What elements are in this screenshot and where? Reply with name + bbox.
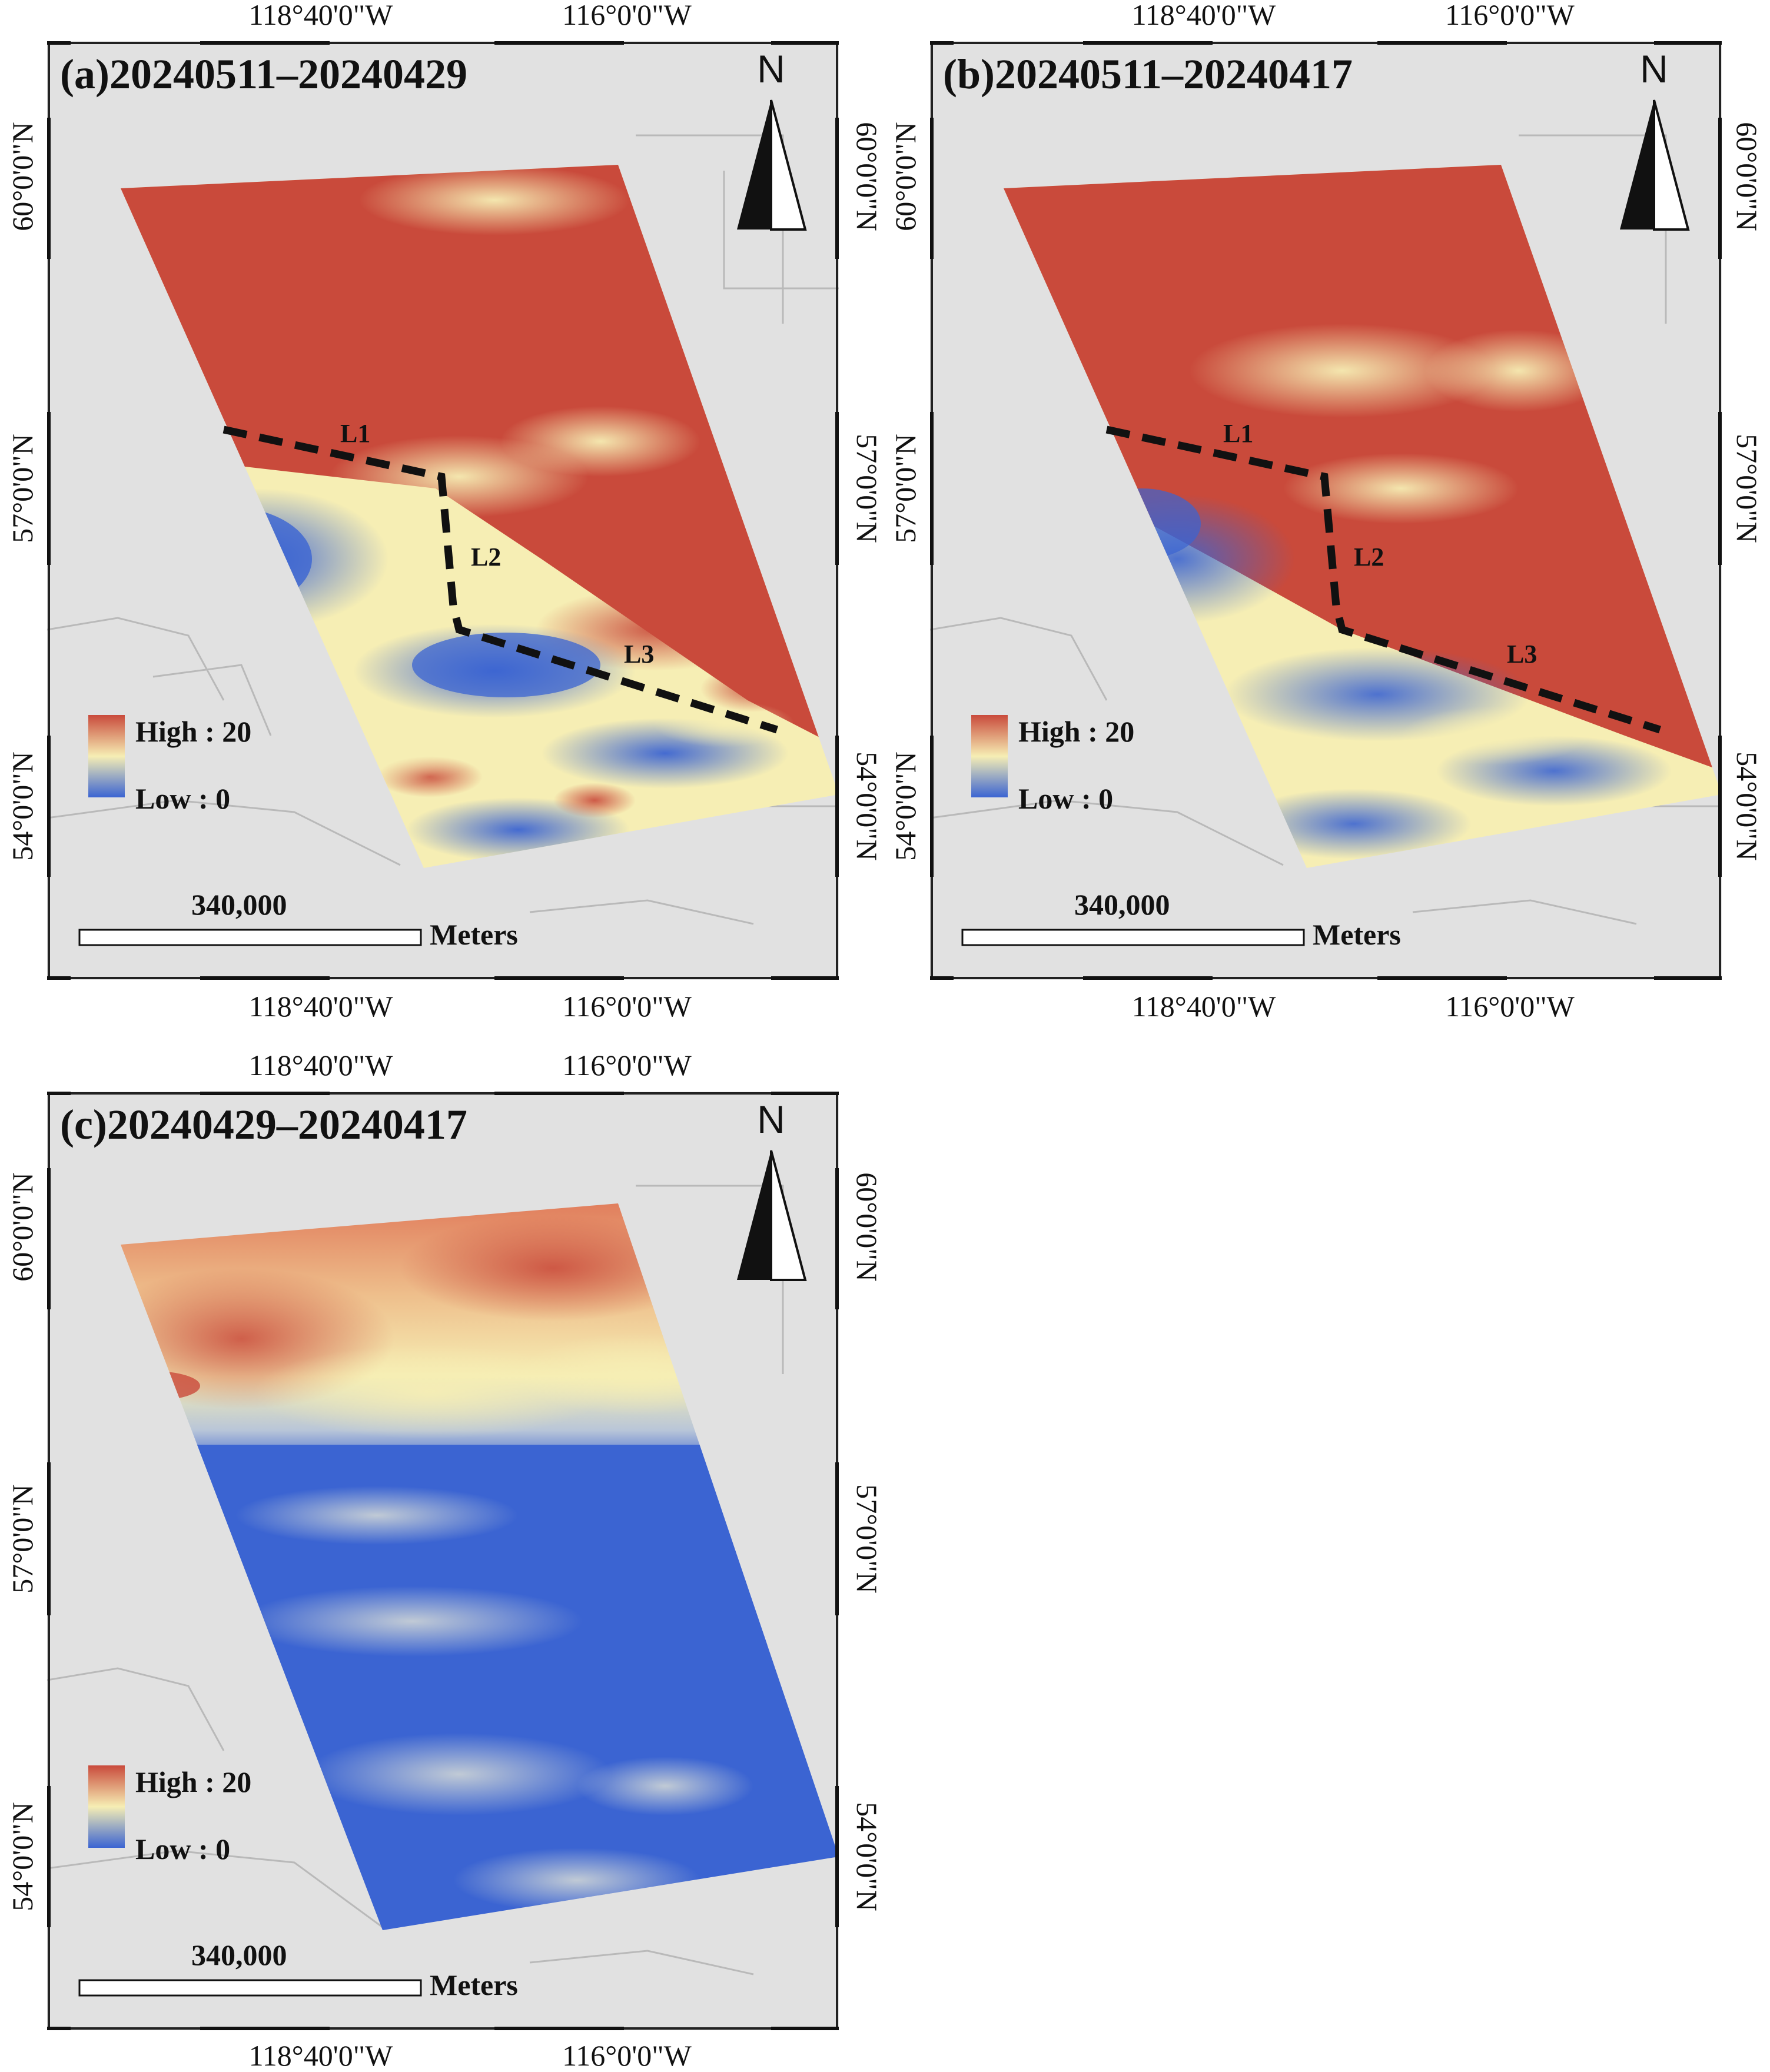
- legend-high-label: High : 20: [135, 1765, 252, 1798]
- scale-bar: [961, 929, 1305, 946]
- map-panel-c: (c)20240429–20240417 N High : 20 Low : 0…: [47, 1092, 839, 2030]
- neatline-ticks: [930, 41, 1722, 980]
- legend-color-ramp: [88, 1765, 125, 1848]
- north-letter: N: [757, 47, 785, 91]
- lat-label: 57°0'0"N: [1731, 434, 1764, 543]
- lon-label: 118°40'0"W: [248, 2039, 393, 2072]
- line-label-l3: L3: [1507, 640, 1537, 669]
- scale-distance-label: 340,000: [191, 888, 287, 921]
- legend-low-label: Low : 0: [135, 782, 231, 815]
- scale-distance-label: 340,000: [191, 1938, 287, 1971]
- lat-label: 60°0'0"N: [6, 122, 39, 231]
- lon-label: 116°0'0"W: [1445, 0, 1575, 31]
- line-label-l2: L2: [471, 543, 502, 571]
- map-panel-b: (b)20240511–20240417 N High : 20 Low : 0…: [930, 41, 1722, 980]
- lat-label: 54°0'0"N: [851, 1802, 884, 1911]
- legend-high-label: High : 20: [135, 715, 252, 748]
- lon-label: 118°40'0"W: [248, 1049, 393, 1082]
- legend-color-ramp: [88, 715, 125, 797]
- lon-label: 118°40'0"W: [248, 990, 393, 1023]
- lat-label: 60°0'0"N: [851, 122, 884, 231]
- north-arrow-icon: N: [730, 1097, 812, 1292]
- legend-color-ramp: [971, 715, 1008, 797]
- lat-label: 60°0'0"N: [1731, 122, 1764, 231]
- lon-label: 118°40'0"W: [1131, 0, 1276, 31]
- lon-label: 116°0'0"W: [562, 1049, 692, 1082]
- map-panel-a: (a)20240511–20240429 N High : 20 Low : 0…: [47, 41, 839, 980]
- north-arrow-icon: N: [730, 49, 812, 241]
- line-label-l3: L3: [624, 640, 655, 669]
- north-letter: N: [757, 1097, 785, 1141]
- fault-line-path: [223, 425, 778, 734]
- scale-unit-label: Meters: [430, 1968, 518, 2001]
- lon-label: 116°0'0"W: [562, 990, 692, 1023]
- legend-low-label: Low : 0: [1018, 782, 1114, 815]
- lat-label: 54°0'0"N: [1731, 751, 1764, 861]
- lat-label: 60°0'0"N: [851, 1172, 884, 1282]
- lat-label: 57°0'0"N: [6, 1484, 39, 1594]
- lat-label: 57°0'0"N: [851, 1484, 884, 1594]
- lat-label: 54°0'0"N: [889, 751, 922, 861]
- legend-high-label: High : 20: [1018, 715, 1135, 748]
- scale-bar: [78, 1979, 422, 1997]
- lat-label: 54°0'0"N: [6, 1802, 39, 1911]
- neatline-ticks: [47, 41, 839, 980]
- map-canvas: [47, 41, 839, 980]
- panel-title: (a)20240511–20240429: [60, 51, 467, 98]
- line-label-l1: L1: [1223, 419, 1254, 448]
- north-letter: N: [1640, 47, 1668, 91]
- scale-unit-label: Meters: [1313, 918, 1401, 951]
- scale-distance-label: 340,000: [1074, 888, 1170, 921]
- lat-label: 60°0'0"N: [6, 1172, 39, 1282]
- scale-bar: [78, 929, 422, 946]
- scale-unit-label: Meters: [430, 918, 518, 951]
- lat-label: 54°0'0"N: [6, 751, 39, 861]
- legend-low-label: Low : 0: [135, 1832, 231, 1865]
- panel-title: (c)20240429–20240417: [60, 1101, 467, 1148]
- lon-label: 116°0'0"W: [562, 2039, 692, 2072]
- lat-label: 57°0'0"N: [851, 434, 884, 543]
- lat-label: 60°0'0"N: [889, 122, 922, 231]
- line-label-l2: L2: [1354, 543, 1384, 571]
- lat-label: 57°0'0"N: [889, 434, 922, 543]
- lat-label: 57°0'0"N: [6, 434, 39, 543]
- lon-label: 116°0'0"W: [562, 0, 692, 31]
- panel-title: (b)20240511–20240417: [943, 51, 1353, 98]
- fault-line-path: [1105, 425, 1661, 734]
- lon-label: 118°40'0"W: [248, 0, 393, 31]
- line-label-l1: L1: [340, 419, 371, 448]
- neatline-ticks: [47, 1092, 839, 2030]
- map-canvas: [47, 1092, 839, 2030]
- lon-label: 116°0'0"W: [1445, 990, 1575, 1023]
- map-canvas: [930, 41, 1722, 980]
- lon-label: 118°40'0"W: [1131, 990, 1276, 1023]
- north-arrow-icon: N: [1613, 49, 1695, 241]
- lat-label: 54°0'0"N: [851, 751, 884, 861]
